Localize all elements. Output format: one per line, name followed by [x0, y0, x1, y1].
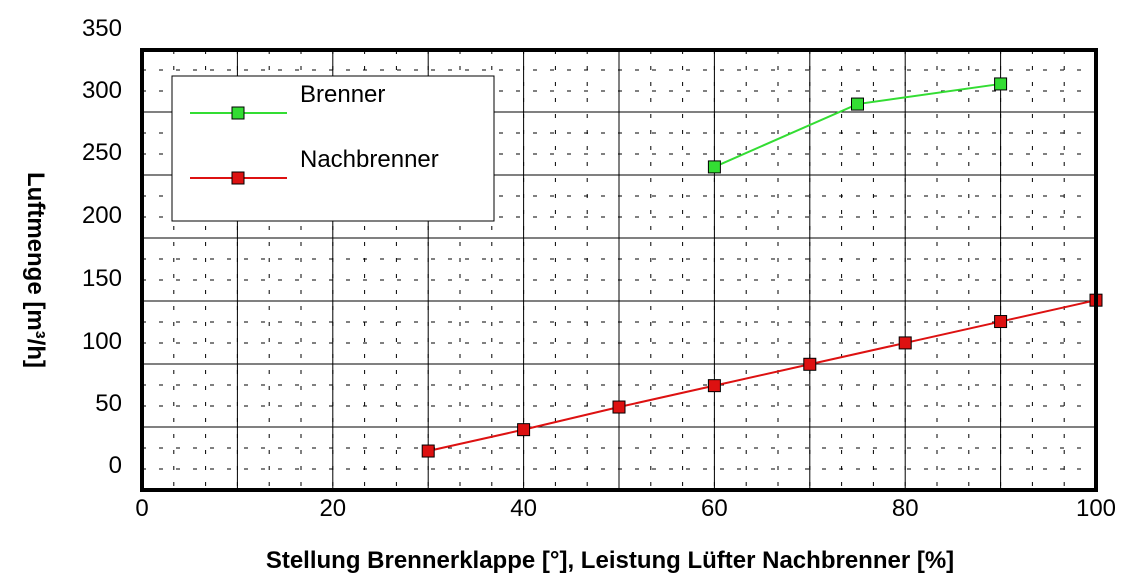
y-tick-label: 300 — [82, 77, 122, 104]
data-point — [707, 379, 721, 393]
y-axis-title: Luftmenge [m³/h] — [22, 172, 49, 368]
y-tick-label: 0 — [109, 452, 122, 479]
y-tick-label: 200 — [82, 202, 122, 229]
legend-label: Brenner — [300, 81, 385, 108]
legend-label: Nachbrenner — [300, 146, 439, 173]
y-axis-ticks: 0 50 100 150 200 250 300 350 — [82, 15, 122, 479]
y-tick-label: 100 — [82, 328, 122, 355]
legend: Brenner Nachbrenner — [171, 75, 495, 222]
x-tick-label: 0 — [135, 495, 148, 522]
x-tick-label: 40 — [510, 495, 537, 522]
data-point — [517, 423, 531, 437]
x-axis-ticks: 0 20 40 60 80 100 — [135, 495, 1116, 522]
x-axis-title: Stellung Brennerklappe [°], Leistung Lüf… — [266, 547, 954, 574]
plot-frame — [140, 48, 1098, 492]
data-point — [612, 400, 626, 414]
data-point — [898, 336, 912, 350]
y-tick-label: 250 — [82, 139, 122, 166]
y-tick-label: 350 — [82, 15, 122, 42]
data-point — [994, 77, 1008, 91]
legend-marker — [231, 106, 245, 120]
x-tick-label: 100 — [1076, 495, 1116, 522]
series-line — [427, 299, 1097, 453]
legend-marker — [231, 171, 245, 185]
legend-box — [171, 75, 495, 222]
x-tick-label: 60 — [701, 495, 728, 522]
y-tick-label: 150 — [82, 265, 122, 292]
data-point — [803, 357, 817, 371]
y-tick-label: 50 — [95, 390, 122, 417]
data-point — [421, 444, 435, 458]
series-layer — [421, 77, 1103, 458]
data-point — [851, 97, 864, 111]
x-tick-label: 20 — [319, 495, 346, 522]
x-tick-label: 80 — [892, 495, 919, 522]
data-point — [994, 315, 1008, 329]
data-point — [707, 160, 721, 174]
